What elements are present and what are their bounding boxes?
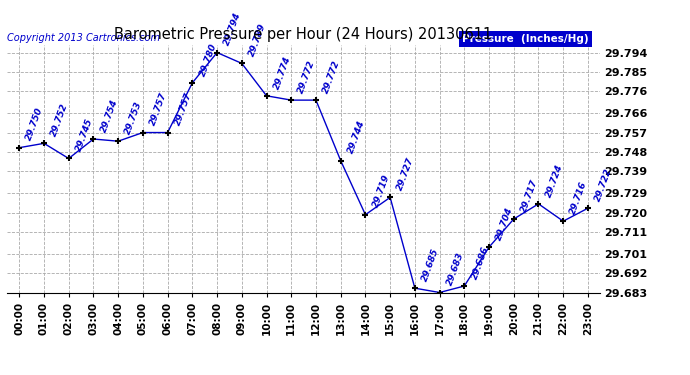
Text: Pressure  (Inches/Hg): Pressure (Inches/Hg) xyxy=(462,34,589,44)
Text: 29.719: 29.719 xyxy=(371,174,391,209)
Text: 29.686: 29.686 xyxy=(470,245,490,280)
Text: 29.789: 29.789 xyxy=(247,22,268,58)
Text: 29.780: 29.780 xyxy=(198,42,218,77)
Text: 29.752: 29.752 xyxy=(50,102,70,138)
Text: 29.757: 29.757 xyxy=(173,92,193,127)
Text: Copyright 2013 Cartronics.com: Copyright 2013 Cartronics.com xyxy=(7,33,160,42)
Text: 29.727: 29.727 xyxy=(395,156,416,192)
Text: 29.794: 29.794 xyxy=(223,11,243,47)
Text: 29.704: 29.704 xyxy=(495,206,515,242)
Text: 29.772: 29.772 xyxy=(297,59,317,94)
Text: 29.757: 29.757 xyxy=(148,92,169,127)
Text: 29.744: 29.744 xyxy=(346,120,366,155)
Text: 29.716: 29.716 xyxy=(569,180,589,216)
Text: 29.753: 29.753 xyxy=(124,100,144,136)
Text: 29.750: 29.750 xyxy=(25,106,45,142)
Text: 29.717: 29.717 xyxy=(520,178,540,213)
Text: 29.754: 29.754 xyxy=(99,98,119,134)
Text: 29.724: 29.724 xyxy=(544,163,564,198)
Text: 29.722: 29.722 xyxy=(593,167,614,202)
Text: 29.745: 29.745 xyxy=(75,117,95,153)
Text: 29.685: 29.685 xyxy=(420,247,441,283)
Title: Barometric Pressure per Hour (24 Hours) 20130611: Barometric Pressure per Hour (24 Hours) … xyxy=(115,27,493,42)
Text: 29.772: 29.772 xyxy=(322,59,342,94)
Text: 29.774: 29.774 xyxy=(272,55,293,90)
Text: 29.683: 29.683 xyxy=(445,251,466,287)
